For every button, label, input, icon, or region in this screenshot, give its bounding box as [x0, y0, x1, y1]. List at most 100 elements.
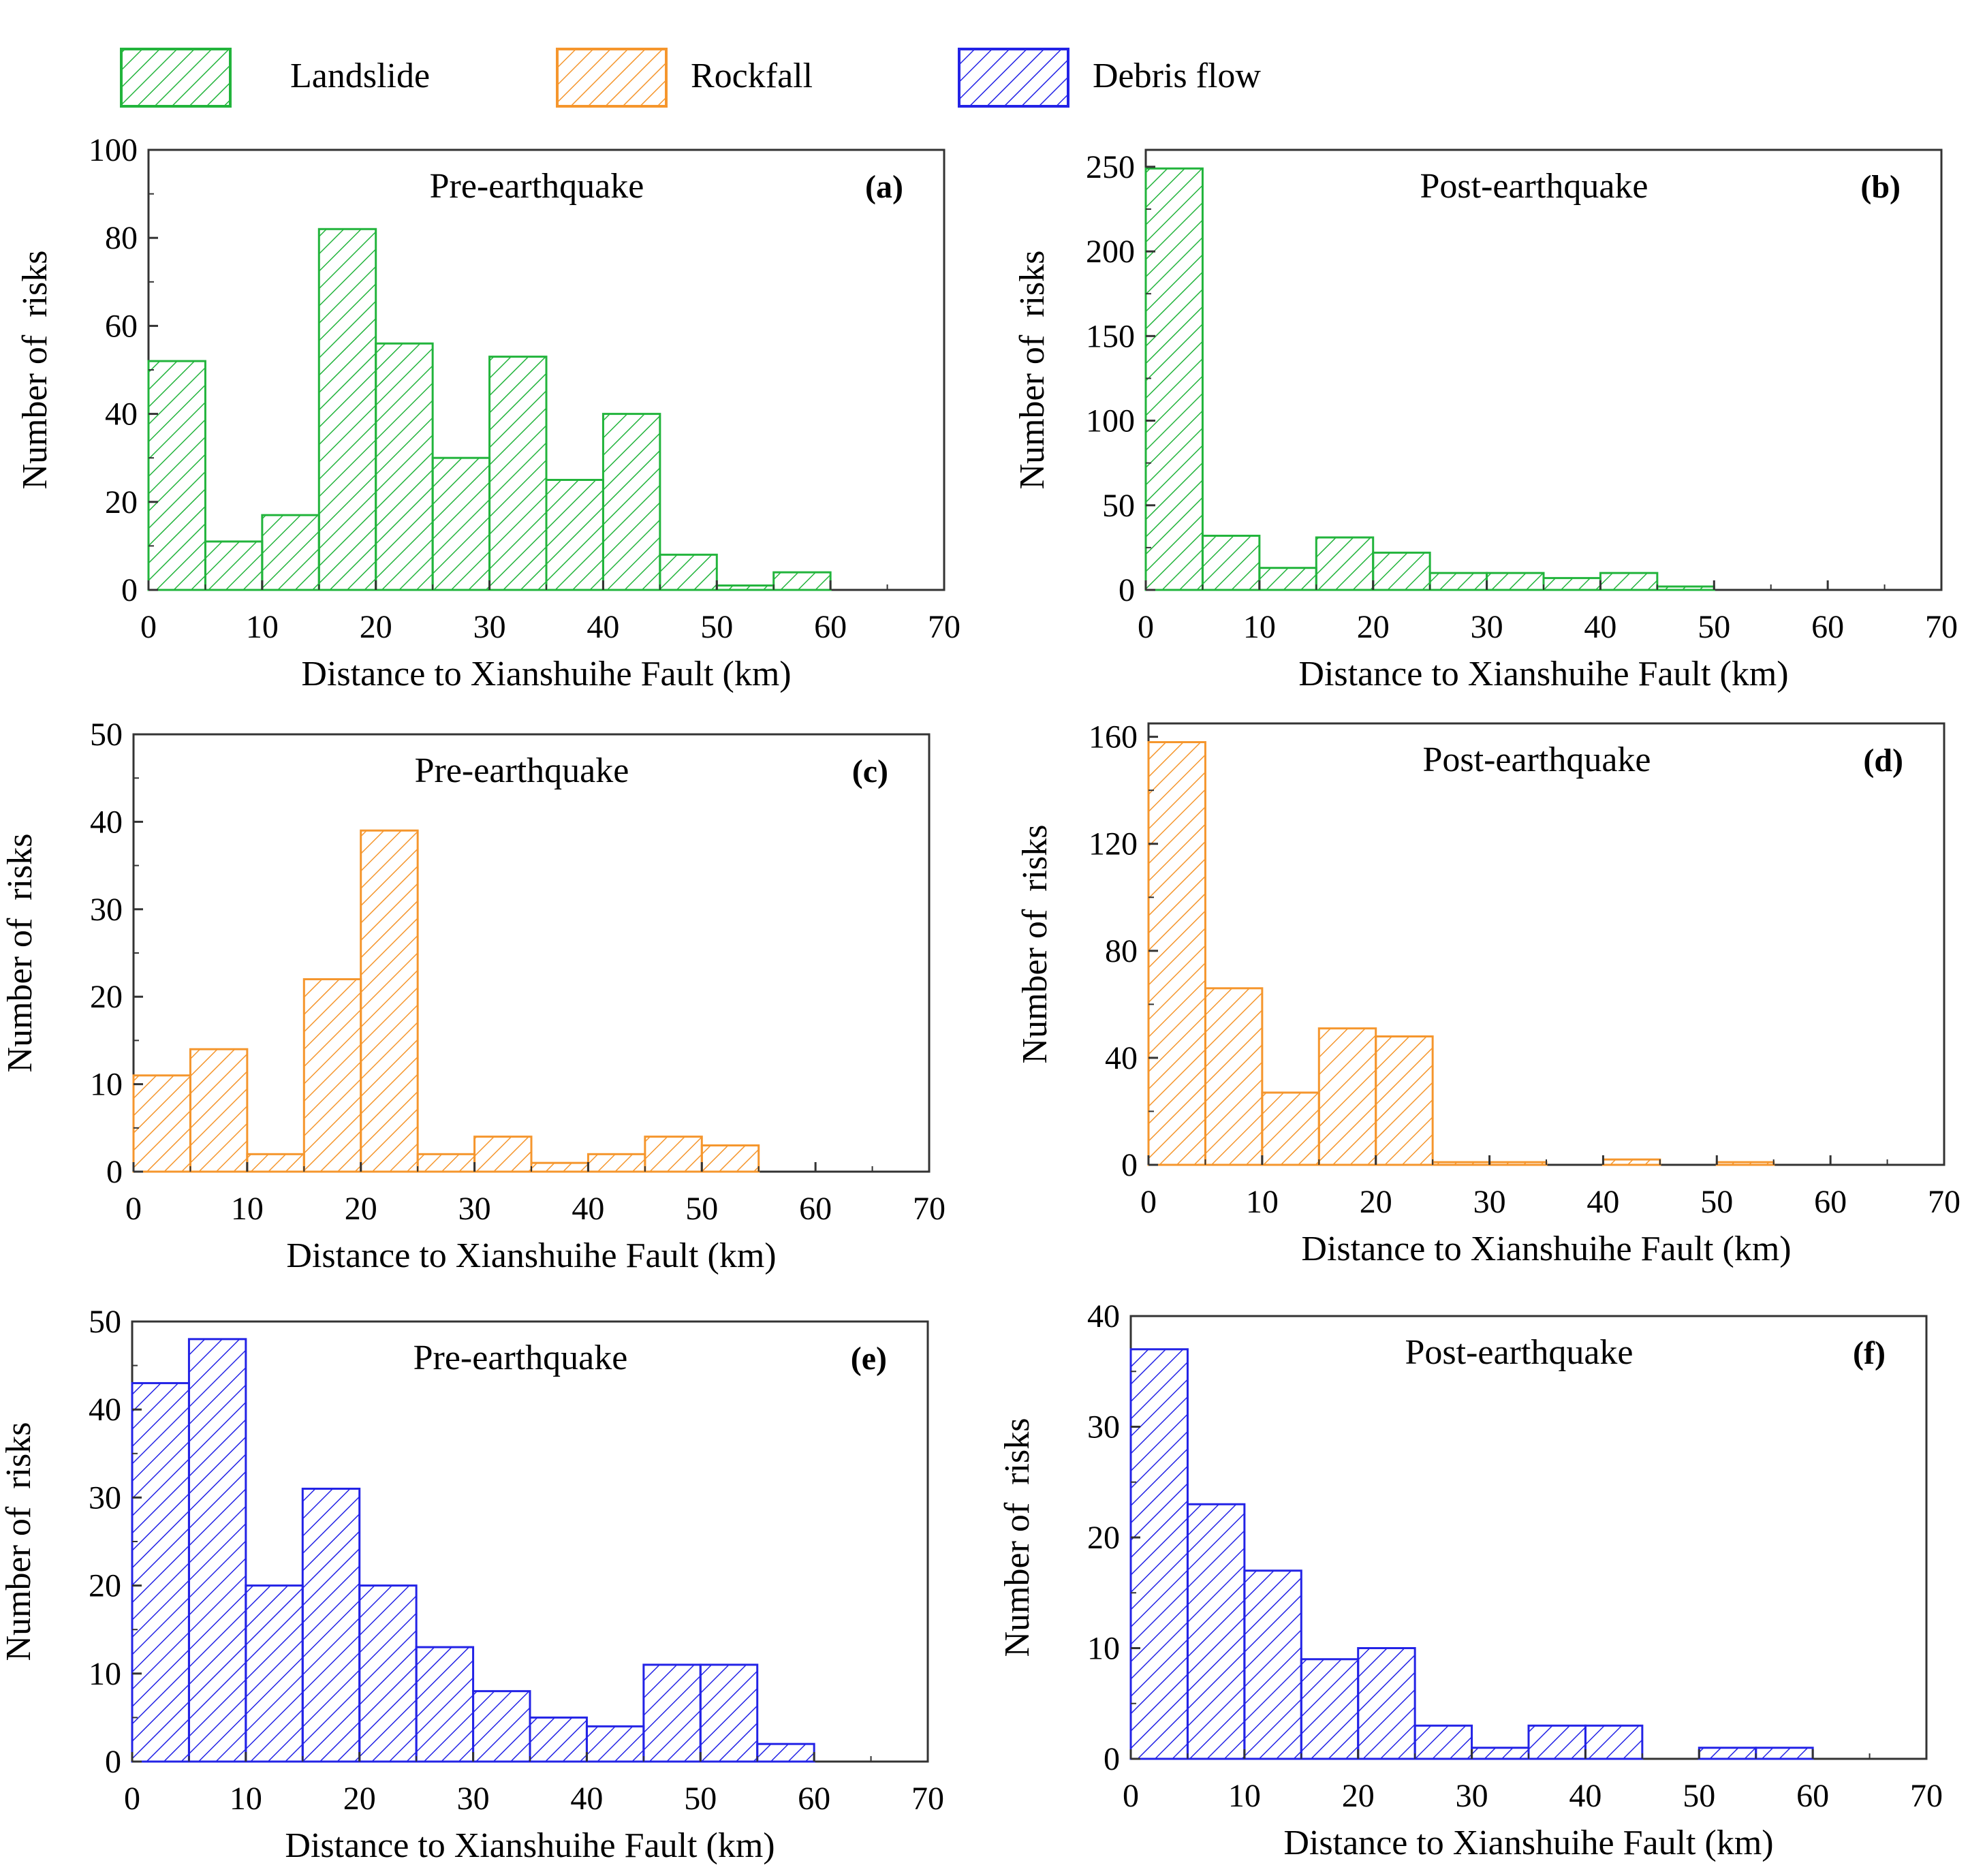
histogram-bar	[1258, 567, 1317, 591]
x-tick-label: 40	[570, 1781, 603, 1817]
legend-item-rockfall: Rockfall	[556, 48, 813, 108]
y-tick-label: 10	[1087, 1631, 1120, 1667]
x-tick-label: 50	[685, 1191, 718, 1227]
histogram-bar	[415, 1646, 475, 1763]
x-axis-label: Distance to Xianshuihe Fault (km)	[1301, 1230, 1791, 1268]
histogram-bar	[1488, 1161, 1548, 1166]
x-axis-label: Distance to Xianshuihe Fault (km)	[301, 655, 791, 693]
legend-label-landslide: Landslide	[290, 57, 430, 95]
x-tick-label: 0	[125, 1191, 142, 1227]
histogram-bar	[204, 540, 264, 591]
y-tick-label: 160	[1089, 719, 1138, 755]
x-tick-label: 10	[231, 1191, 264, 1227]
chart-panel-e: 0 10 20 30 40 50 60 70 0 10 20 30 40 50 Distance to Xi…	[0, 1304, 944, 1865]
histogram-bar	[1261, 1091, 1320, 1166]
legend-label-rockfall: Rockfall	[691, 57, 813, 95]
histogram-bar	[585, 1725, 645, 1763]
x-tick-label: 0	[1123, 1778, 1139, 1814]
histogram-bar	[1428, 572, 1488, 591]
y-tick-label: 250	[1086, 149, 1135, 185]
histogram-bar	[644, 1136, 703, 1173]
histogram-bar	[1755, 1747, 1814, 1760]
histogram-bar	[642, 1663, 702, 1763]
y-tick-label: 10	[89, 1656, 121, 1692]
x-tick-label: 40	[1587, 1184, 1619, 1220]
histogram-bar	[1129, 1348, 1189, 1760]
histogram-bar	[1431, 1161, 1491, 1166]
y-tick-label: 0	[1121, 1147, 1138, 1183]
histogram-bar	[488, 356, 548, 591]
histogram-bar	[1527, 1724, 1587, 1760]
histogram-bar	[1486, 572, 1545, 591]
histogram-bar	[1315, 536, 1375, 591]
x-tick-label: 60	[1811, 609, 1844, 645]
y-tick-label: 80	[105, 220, 138, 256]
histogram-bar	[147, 360, 206, 591]
x-tick-label: 30	[457, 1781, 490, 1817]
panel-letter: (a)	[865, 169, 903, 205]
histogram-bar	[1201, 534, 1261, 591]
histogram-bar	[416, 1153, 476, 1173]
x-tick-label: 40	[1569, 1778, 1601, 1814]
y-tick-label: 150	[1086, 318, 1135, 354]
y-tick-label: 40	[90, 804, 123, 840]
histogram-bar	[601, 413, 661, 591]
x-tick-label: 60	[1796, 1778, 1829, 1814]
x-tick-label: 70	[1928, 1184, 1960, 1220]
histogram-bar	[530, 1161, 589, 1173]
histogram-bar	[1698, 1747, 1757, 1760]
x-tick-label: 70	[1910, 1778, 1943, 1814]
histogram-bar	[187, 1338, 247, 1763]
histogram-bar	[756, 1742, 815, 1763]
y-tick-label: 20	[90, 979, 123, 1015]
histogram-bar	[545, 479, 604, 591]
panel-letter: (b)	[1860, 169, 1901, 205]
y-axis-label: Number of risks	[1016, 825, 1054, 1064]
histogram-bar	[1147, 740, 1206, 1166]
histogram-bar	[1542, 577, 1601, 591]
histogram-bar	[317, 228, 377, 591]
histogram-bar	[1601, 1158, 1661, 1166]
x-tick-label: 0	[124, 1781, 140, 1817]
y-tick-label: 120	[1089, 826, 1138, 862]
legend-item-landslide: Landslide	[120, 48, 430, 108]
histogram-bar	[360, 829, 419, 1173]
x-tick-label: 40	[1584, 609, 1616, 645]
histogram-bar	[302, 978, 362, 1173]
x-tick-label: 30	[1456, 1778, 1488, 1814]
panel-title: Post-earthquake	[1420, 167, 1648, 206]
panel-title: Post-earthquake	[1422, 740, 1651, 779]
x-tick-label: 70	[913, 1191, 945, 1227]
y-tick-label: 100	[1086, 403, 1135, 439]
y-tick-label: 0	[1104, 1741, 1120, 1777]
y-axis-label: Number of risks	[1013, 251, 1052, 490]
x-tick-label: 70	[1925, 609, 1958, 645]
x-axis-label: Distance to Xianshuihe Fault (km)	[285, 1826, 775, 1865]
x-tick-label: 0	[1140, 1184, 1157, 1220]
y-tick-label: 30	[90, 892, 123, 928]
x-tick-label: 20	[1360, 1184, 1392, 1220]
panel-title: Pre-earthquake	[413, 1339, 628, 1377]
histogram-bar	[715, 584, 775, 591]
legend-item-debris-flow: Debris flow	[958, 48, 1261, 108]
x-tick-label: 50	[1698, 609, 1730, 645]
histogram-bar	[1300, 1658, 1360, 1760]
x-tick-label: 30	[1473, 1184, 1506, 1220]
histogram-bar	[261, 514, 320, 591]
x-axis-label: Distance to Xianshuihe Fault (km)	[286, 1236, 776, 1275]
y-tick-label: 50	[1102, 488, 1135, 524]
panel-letter: (c)	[852, 753, 888, 790]
legend-swatch-landslide	[120, 48, 232, 108]
y-tick-label: 0	[1119, 572, 1135, 608]
histogram-bar	[699, 1663, 759, 1763]
histogram-bar	[1471, 1747, 1530, 1760]
panel-title: Pre-earthquake	[430, 167, 644, 206]
plot-frame	[132, 733, 931, 1173]
y-tick-label: 30	[89, 1480, 121, 1516]
x-tick-label: 10	[1228, 1778, 1261, 1814]
x-tick-label: 30	[458, 1191, 491, 1227]
y-tick-label: 200	[1086, 234, 1135, 270]
y-tick-label: 10	[90, 1067, 123, 1103]
y-axis-label: Number of risks	[16, 251, 54, 490]
histogram-bar	[1375, 1035, 1434, 1166]
